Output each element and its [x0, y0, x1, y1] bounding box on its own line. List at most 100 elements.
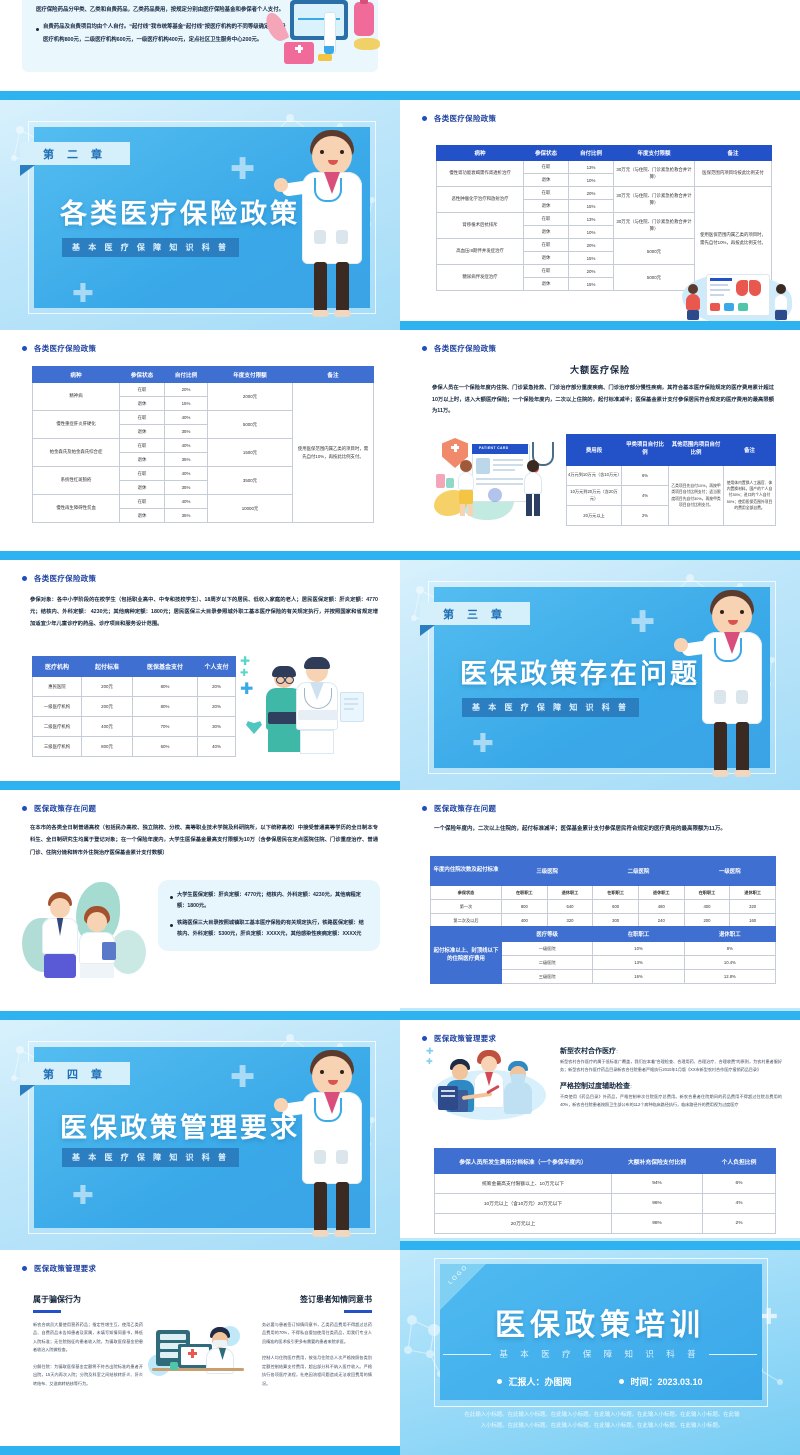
- cell-status: 退休: [119, 480, 165, 495]
- cell-note-merged: 使用医保范围内属乙类的项目时，需先自付10%，再按此比例支付。: [694, 186, 772, 291]
- cell-status: 在职: [523, 186, 569, 200]
- slide-header: 各类医疗保险政策: [422, 113, 496, 124]
- cell-limit: 5000元: [613, 238, 695, 265]
- slide-disease-table-a[interactable]: 各类医疗保险政策 病种 参保状态 自付比例 年度支付限额 备注 慢性肾功能衰竭需…: [400, 100, 800, 330]
- table-header-row: 起付标准以上、封顶线以下的住院医疗费用 医疗等级 在职职工 退休职工: [430, 926, 777, 984]
- left-title: 属于骗保行为: [33, 1295, 81, 1304]
- bullet-dot-icon: [422, 1036, 427, 1041]
- slide-hospitalization-standards[interactable]: 医保政策存在问题 一个保险年度内，二次以上住院的，起付标准减半；医保基金累计支付…: [400, 790, 800, 1020]
- nurse-figure: [684, 284, 702, 320]
- bullet-dot-icon: [422, 116, 427, 121]
- cover-note: 在此输入小标题。在此输入小标题。在此输入小标题。在此输入小标题。在此输入小标题。…: [464, 1412, 740, 1429]
- slide-payment-ratio-table-partial[interactable]: 退休 付10%，再按甲类项目自付比例支付。适当限度项目先自付30%，再按甲类项目…: [400, 0, 800, 100]
- doctor-computer-illustration: [148, 1322, 252, 1378]
- patient-chart-illustration: [674, 268, 792, 326]
- table-row: 退休 10%: [437, 173, 772, 187]
- cell-note-1: 乙类项目先自付10%，再按甲类项目自付比例支付；适当限度项目先自付30%，再按甲…: [668, 465, 724, 526]
- cell-personal: 20%: [197, 696, 236, 717]
- chapter-subtitle: 基 本 医 疗 保 障 知 识 科 普: [462, 698, 640, 717]
- cell-personal: 30%: [197, 716, 236, 737]
- cell-ratio: 40%: [164, 466, 208, 481]
- cell-status: 在职: [119, 494, 165, 509]
- table-row: 精神病 在职 20% 2000元 使用医保范围内属乙类的项目时，需先自付10%，…: [32, 382, 374, 523]
- cell-limit: 30万元（与住院、门诊紧急抢救合并计算）: [613, 186, 695, 213]
- cell-limit: 10000元: [207, 494, 293, 523]
- sub-retired: 退休职工: [729, 885, 776, 900]
- cell-status: 在职: [523, 212, 569, 226]
- chapter-label: 第 二 章: [42, 148, 108, 161]
- bullet-dot-icon: [22, 576, 27, 581]
- col-ratio: 自付比例: [164, 366, 208, 383]
- slide-bottom-bar: [0, 1446, 400, 1455]
- section-1-text: 新型农村合作医疗的属于低标准广覆盖，我们应本着“合理检查、合理用药、合理治疗、合…: [560, 1059, 782, 1072]
- slide-chapter-3-cover[interactable]: 第 三 章 ✚ ✚ 医保政策存在问题 基 本 医 疗 保 障 知 识 科 普: [400, 560, 800, 790]
- slide-bottom-bar-secondary: [400, 1238, 800, 1241]
- sub-retired: 退休职工: [637, 885, 685, 900]
- sub-active: 在职职工: [683, 885, 731, 900]
- cell-limit: 1500元: [207, 438, 293, 467]
- section-paragraph: 在本市的各类全日制普通高校（包括民办高校、独立院校、分校、高等职业技术学院及科研…: [30, 825, 378, 856]
- cell-fund: 70%: [132, 716, 198, 737]
- slide-student-policy[interactable]: 各类医疗保险政策 参保对象：各中小学阶段的在校学生（包括职业高中、中专和技校学生…: [0, 560, 400, 790]
- slide-fraud-and-consent[interactable]: 医保政策管理要求 属于骗保行为 新农合病员大量使用营养药品；指定性增生互，使用乙…: [0, 1250, 400, 1455]
- cell-limit: 3500元: [207, 466, 293, 495]
- table-row: 一级医疗机构 200元 80% 20%: [32, 696, 236, 717]
- table-row: 20万元以上 98% 2%: [434, 1213, 776, 1234]
- col-class-a-ratio: 甲类项目自付比例: [621, 434, 669, 466]
- table-row: 系统性红斑狼疮 在职 40% 3500元: [32, 466, 374, 495]
- bullet-dot-icon: [22, 806, 27, 811]
- cell-limit: 2000元: [207, 382, 293, 411]
- slide-drug-payment-partial[interactable]: 医疗保险药品分甲类、乙类和自费药品，乙类药品费用，按规定分别由医疗保险基金和参保…: [0, 0, 400, 100]
- slide-bottom-bar: [0, 1011, 400, 1020]
- cell-status: 在职: [119, 382, 165, 397]
- plus-icon: ✚: [72, 278, 94, 308]
- slide-chapter-4-cover[interactable]: 第 四 章 ✚ ✚ 医保政策管理要求 基 本 医 疗 保 障 知 识 科 普: [0, 1020, 400, 1250]
- col-disease: 病种: [32, 366, 120, 383]
- section-2-title: 严格控制过度辅助检查: [560, 1082, 630, 1090]
- slide-rural-cooperative[interactable]: 医保政策管理要求 ✚ ✚: [400, 1020, 800, 1250]
- cell-status: 退休: [119, 508, 165, 523]
- list-bullet-icon: [36, 27, 39, 31]
- slide-bottom-bar: [400, 1241, 800, 1250]
- cell-status: 在职: [523, 238, 569, 252]
- col-active: 在职职工: [592, 926, 685, 942]
- table-row: 三级医疗机构 800元 60% 40%: [32, 736, 236, 757]
- cell-ratio: 20%: [568, 264, 614, 278]
- cell-ratio: 40%: [164, 494, 208, 509]
- plus-icon: ✚: [426, 1057, 433, 1066]
- bullet-dot-icon: [422, 806, 427, 811]
- cell-status: 退休: [523, 173, 569, 187]
- table-row: 惠民医院 200元 80% 20%: [32, 676, 236, 697]
- cell-status: 在职: [119, 438, 165, 453]
- col-ratio: 自付比例: [568, 145, 614, 161]
- slide-chapter-2-cover[interactable]: 第 二 章 ✚ ✚ 各类医疗保险政策 基 本 医 疗 保 障 知 识 科 普: [0, 100, 400, 330]
- cell-ratio: 20%: [164, 382, 208, 397]
- slide-header-label: 各类医疗保险政策: [34, 344, 97, 353]
- section-2-text: 不商使用《药品目录》外药品，严格控制单次住院医疗总费用。新农合患者住院期间的药品…: [560, 1093, 782, 1107]
- table-row: 糖尿病伴发症治疗 在职 20% 5000元: [436, 264, 772, 291]
- table-header-row: 医疗机构 起付标准 医保基金支付 个人支付: [32, 656, 236, 677]
- patient-card-illustration: PATIENT CARD: [434, 434, 564, 526]
- right-paragraph-1: 务必要与患者签订知情同意书，乙类药品费用不得超过总药品费用的70%，不得私自擅加…: [262, 1321, 372, 1344]
- bullet-dot-icon: [422, 346, 427, 351]
- cell-ratio: 10%: [568, 225, 614, 239]
- cell-ratio: 15%: [568, 199, 614, 213]
- table-header-row: 病种 参保状态 自付比例 年度支付限额 备注: [436, 145, 772, 161]
- callout-text-2: 铁路医保三大目录按照城镇职工基本医疗保险的有关规定执行，铁路医保定额：结核内、外…: [177, 919, 364, 938]
- card-label: PATIENT CARD: [479, 446, 509, 450]
- slide-title-cover[interactable]: ✚ LOGO 医保政策培训 基 本 医 疗 保 障 知 识 科 普 汇报人：办图…: [400, 1250, 800, 1455]
- right-title: 签订患者知情同意书: [300, 1295, 372, 1304]
- slide-college-students[interactable]: 医保政策存在问题 在本市的各类全日制普通高校（包括民办高校、独立院校、分校、高等…: [0, 790, 400, 1020]
- col-grade-3: 三级医院: [500, 856, 594, 886]
- table-row: 统筹金最高支付限额以上、10万元以下 94% 6%: [434, 1173, 776, 1194]
- cell-ratio: 35%: [164, 452, 208, 467]
- slide-header-label: 各类医疗保险政策: [434, 344, 497, 353]
- logo-text: LOGO: [447, 1263, 470, 1287]
- section-paragraph: 参保人员在一个保险年度内住院、门诊紧急抢救、门诊治疗部分重度疾病、门诊治疗部分慢…: [432, 385, 774, 415]
- table-row: 10万元以上（含10万元）20万元以下 96% 4%: [434, 1193, 776, 1214]
- table-row: 20万元以上 2%: [566, 505, 776, 526]
- sub-retired: 退休职工: [546, 885, 594, 900]
- slide-disease-table-b[interactable]: 各类医疗保险政策 病种 参保状态 自付比例 年度支付限额 备注 精神病 在职 2…: [0, 330, 400, 560]
- slide-large-amount-insurance[interactable]: 各类医疗保险政策 大额医疗保险 参保人员在一个保险年度内住院、门诊紧急抢救、门诊…: [400, 330, 800, 560]
- slide-header-label: 各类医疗保险政策: [34, 574, 97, 583]
